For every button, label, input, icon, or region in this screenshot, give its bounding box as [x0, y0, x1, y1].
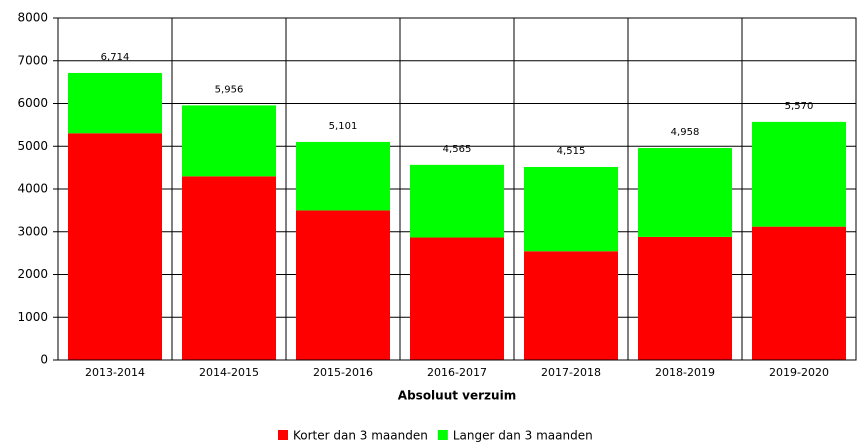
bar-segment	[68, 72, 162, 134]
y-tick-label: 0	[40, 353, 48, 367]
y-tick-label: 4000	[17, 182, 48, 196]
total-label: 4,515	[557, 146, 586, 157]
legend-label: Langer dan 3 maanden	[453, 429, 593, 443]
bar-segment	[638, 148, 732, 237]
bar-segment	[752, 121, 846, 227]
total-label: 5,570	[785, 101, 814, 112]
y-tick-label: 3000	[17, 224, 48, 238]
bar-segment	[524, 251, 618, 360]
y-tick-label: 6000	[17, 96, 48, 110]
total-label: 4,565	[443, 144, 472, 155]
x-tick-label: 2013-2014	[85, 366, 145, 379]
legend-swatch	[437, 430, 448, 440]
bar-segment	[296, 141, 390, 211]
x-tick-label: 2019-2020	[769, 366, 829, 379]
x-tick-label: 2015-2016	[313, 366, 373, 379]
bar-segment	[524, 166, 618, 252]
plot-frame	[57, 17, 857, 361]
x-axis-title: Absoluut verzuim	[398, 389, 516, 403]
bar-segment	[410, 237, 504, 360]
bar-segment	[296, 210, 390, 360]
bar-segment	[182, 105, 276, 177]
bar-segment	[68, 133, 162, 360]
y-tick-label: 2000	[17, 267, 48, 281]
total-label: 4,958	[671, 127, 700, 138]
total-label: 6,714	[101, 52, 130, 63]
bar-segment	[410, 164, 504, 238]
total-label: 5,101	[329, 121, 358, 132]
x-tick-label: 2018-2019	[655, 366, 715, 379]
total-label: 5,956	[215, 84, 244, 95]
bar-segment	[752, 226, 846, 360]
legend-label: Korter dan 3 maanden	[293, 429, 428, 443]
y-tick-label: 7000	[17, 53, 48, 67]
bar-segment	[638, 236, 732, 360]
bar-segment	[182, 176, 276, 360]
y-tick-label: 5000	[17, 139, 48, 153]
x-tick-label: 2014-2015	[199, 366, 259, 379]
x-tick-label: 2016-2017	[427, 366, 487, 379]
legend-swatch	[278, 430, 288, 440]
y-tick-label: 8000	[17, 11, 48, 25]
x-tick-label: 2017-2018	[541, 366, 601, 379]
y-tick-label: 1000	[17, 310, 48, 324]
